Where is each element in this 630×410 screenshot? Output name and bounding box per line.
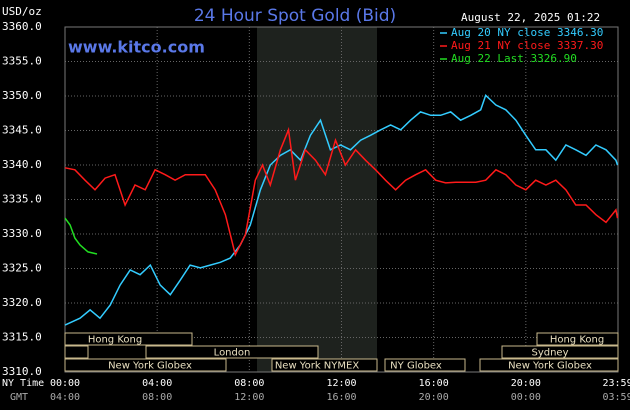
session-label: Hong Kong xyxy=(550,335,604,346)
plot-frame xyxy=(64,26,619,373)
session-label: New York Globex xyxy=(508,361,592,372)
y-tick-label: 3345.0 xyxy=(2,124,42,137)
session-box xyxy=(64,332,193,346)
session-box xyxy=(64,345,89,359)
x2-tick-label: 08:00 xyxy=(142,392,172,403)
session-label: New York Globex xyxy=(108,361,192,372)
y-tick-label: 3360.0 xyxy=(2,20,42,33)
y-tick-label: 3335.0 xyxy=(2,193,42,206)
y-tick-label: 3315.0 xyxy=(2,331,42,344)
x2-tick-label: 03:59 xyxy=(602,392,630,403)
x2-tick-label: 12:00 xyxy=(234,392,264,403)
x-tick-label: 16:00 xyxy=(419,378,449,389)
y-tick-label: 3320.0 xyxy=(2,296,42,309)
x2-tick-label: 00:00 xyxy=(511,392,541,403)
sessions: Hong Kong Hong Kong London Sydney New Yo… xyxy=(64,332,619,372)
session-label: London xyxy=(214,348,251,359)
series-line xyxy=(64,217,98,255)
session-box xyxy=(384,358,466,372)
y-tick-label: 3350.0 xyxy=(2,89,42,102)
legend-label: Aug 22 Last 3326.90 xyxy=(451,52,577,65)
x-tick-label: 00:00 xyxy=(50,378,80,389)
session-box xyxy=(479,358,619,372)
x-axis-label: NY Time xyxy=(2,378,44,389)
y-tick-label: 3325.0 xyxy=(2,262,42,275)
website: www.kitco.com xyxy=(68,38,205,57)
x2-tick-label: 04:00 xyxy=(50,392,80,403)
legend-label: Aug 20 NY close 3346.30 xyxy=(451,26,603,39)
session-label: Hong Kong xyxy=(88,335,142,346)
x-tick-label: 20:00 xyxy=(511,378,541,389)
chart-title: 24 Hour Spot Gold (Bid) xyxy=(194,6,396,26)
y-axis-label: USD/oz xyxy=(2,5,42,18)
y-tick-label: 3340.0 xyxy=(2,158,42,171)
x2-tick-label: 16:00 xyxy=(326,392,356,403)
x-tick-label: 23:59 xyxy=(602,378,630,389)
y-tick-label: 3330.0 xyxy=(2,227,42,240)
session-box xyxy=(64,358,227,372)
x2-tick-label: 20:00 xyxy=(419,392,449,403)
series-line xyxy=(64,93,619,326)
session-box xyxy=(271,358,378,372)
x-tick-label: 04:00 xyxy=(142,378,172,389)
timestamp: August 22, 2025 01:22 xyxy=(461,11,600,24)
session-label: New York NYMEX xyxy=(275,361,360,372)
x2-axis-label: GMT xyxy=(10,392,28,403)
session-box xyxy=(536,332,619,346)
y-tick-label: 3355.0 xyxy=(2,55,42,68)
session-label: NY Globex xyxy=(390,361,442,372)
x-tick-label: 08:00 xyxy=(234,378,264,389)
series-line xyxy=(64,126,619,257)
session-box xyxy=(501,345,619,359)
x-tick-label: 12:00 xyxy=(326,378,356,389)
y-tick-label: 3310.0 xyxy=(2,365,42,378)
legend-label: Aug 21 NY close 3337.30 xyxy=(451,39,603,52)
session-box xyxy=(145,345,319,359)
session-label: Sydney xyxy=(531,348,568,359)
